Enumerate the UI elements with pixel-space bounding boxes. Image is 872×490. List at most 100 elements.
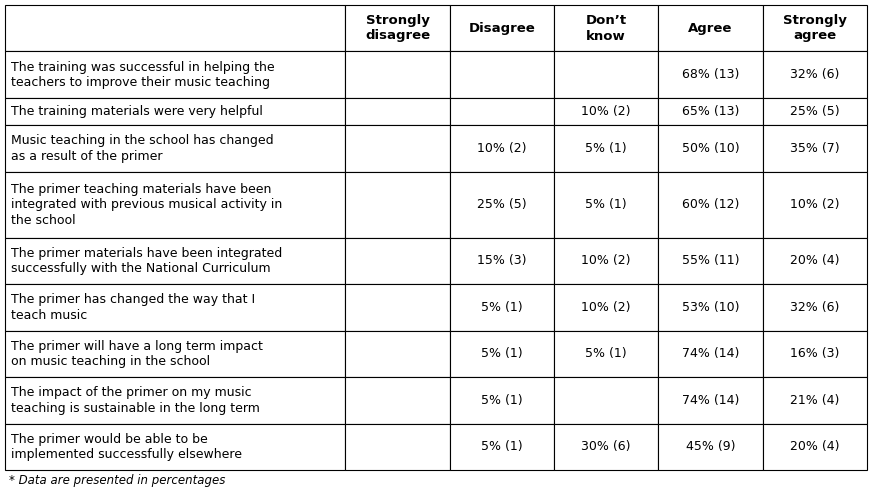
Text: 5% (1): 5% (1) bbox=[585, 198, 627, 211]
Bar bbox=[554, 238, 658, 284]
Bar bbox=[658, 5, 763, 51]
Text: 10% (2): 10% (2) bbox=[582, 105, 631, 118]
Bar bbox=[450, 51, 554, 98]
Bar bbox=[763, 172, 867, 238]
Bar bbox=[763, 238, 867, 284]
Text: Agree: Agree bbox=[688, 22, 732, 35]
Text: 68% (13): 68% (13) bbox=[682, 68, 739, 81]
Bar bbox=[554, 125, 658, 172]
Text: The primer would be able to be
implemented successfully elsewhere: The primer would be able to be implement… bbox=[11, 433, 242, 461]
Text: 50% (10): 50% (10) bbox=[682, 142, 739, 155]
Bar bbox=[554, 172, 658, 238]
Bar bbox=[763, 377, 867, 423]
Text: Music teaching in the school has changed
as a result of the primer: Music teaching in the school has changed… bbox=[11, 134, 274, 163]
Text: 74% (14): 74% (14) bbox=[682, 394, 739, 407]
Bar bbox=[345, 51, 450, 98]
Bar bbox=[554, 423, 658, 470]
Text: The primer has changed the way that I
teach music: The primer has changed the way that I te… bbox=[11, 293, 255, 321]
Text: 32% (6): 32% (6) bbox=[790, 68, 840, 81]
Text: 53% (10): 53% (10) bbox=[682, 301, 739, 314]
Bar bbox=[5, 238, 345, 284]
Text: 60% (12): 60% (12) bbox=[682, 198, 739, 211]
Text: 10% (2): 10% (2) bbox=[477, 142, 527, 155]
Text: 55% (11): 55% (11) bbox=[682, 254, 739, 267]
Text: Strongly
agree: Strongly agree bbox=[783, 14, 847, 43]
Text: 5% (1): 5% (1) bbox=[585, 347, 627, 360]
Text: 5% (1): 5% (1) bbox=[481, 301, 522, 314]
Bar bbox=[658, 238, 763, 284]
Bar bbox=[763, 5, 867, 51]
Text: The training materials were very helpful: The training materials were very helpful bbox=[11, 105, 262, 118]
Bar bbox=[5, 98, 345, 125]
Text: * Data are presented in percentages: * Data are presented in percentages bbox=[9, 474, 225, 487]
Text: Disagree: Disagree bbox=[468, 22, 535, 35]
Text: 5% (1): 5% (1) bbox=[481, 440, 522, 453]
Bar bbox=[450, 125, 554, 172]
Bar bbox=[345, 5, 450, 51]
Bar bbox=[554, 51, 658, 98]
Bar bbox=[658, 423, 763, 470]
Bar bbox=[345, 238, 450, 284]
Text: 20% (4): 20% (4) bbox=[790, 440, 840, 453]
Bar bbox=[450, 330, 554, 377]
Bar bbox=[5, 377, 345, 423]
Bar bbox=[450, 284, 554, 330]
Bar bbox=[450, 5, 554, 51]
Bar bbox=[345, 125, 450, 172]
Text: 35% (7): 35% (7) bbox=[790, 142, 840, 155]
Bar bbox=[5, 172, 345, 238]
Text: The primer materials have been integrated
successfully with the National Curricu: The primer materials have been integrate… bbox=[11, 246, 283, 275]
Bar bbox=[450, 423, 554, 470]
Text: 20% (4): 20% (4) bbox=[790, 254, 840, 267]
Bar bbox=[554, 98, 658, 125]
Bar bbox=[658, 284, 763, 330]
Text: 25% (5): 25% (5) bbox=[477, 198, 527, 211]
Text: 74% (14): 74% (14) bbox=[682, 347, 739, 360]
Text: The training was successful in helping the
teachers to improve their music teach: The training was successful in helping t… bbox=[11, 60, 275, 89]
Text: 10% (2): 10% (2) bbox=[582, 254, 631, 267]
Bar bbox=[345, 172, 450, 238]
Text: The primer teaching materials have been
integrated with previous musical activit: The primer teaching materials have been … bbox=[11, 183, 283, 227]
Bar bbox=[658, 51, 763, 98]
Bar bbox=[5, 284, 345, 330]
Bar bbox=[658, 125, 763, 172]
Text: 21% (4): 21% (4) bbox=[790, 394, 840, 407]
Bar bbox=[345, 284, 450, 330]
Bar bbox=[554, 330, 658, 377]
Text: Strongly
disagree: Strongly disagree bbox=[365, 14, 430, 43]
Text: 10% (2): 10% (2) bbox=[582, 301, 631, 314]
Text: The impact of the primer on my music
teaching is sustainable in the long term: The impact of the primer on my music tea… bbox=[11, 386, 260, 415]
Bar bbox=[345, 377, 450, 423]
Text: 5% (1): 5% (1) bbox=[585, 142, 627, 155]
Text: 30% (6): 30% (6) bbox=[582, 440, 631, 453]
Bar bbox=[763, 125, 867, 172]
Bar bbox=[450, 172, 554, 238]
Bar bbox=[345, 98, 450, 125]
Bar bbox=[450, 238, 554, 284]
Bar bbox=[658, 98, 763, 125]
Text: 5% (1): 5% (1) bbox=[481, 347, 522, 360]
Bar bbox=[5, 51, 345, 98]
Text: 16% (3): 16% (3) bbox=[790, 347, 840, 360]
Text: The primer will have a long term impact
on music teaching in the school: The primer will have a long term impact … bbox=[11, 340, 262, 368]
Bar bbox=[345, 330, 450, 377]
Bar bbox=[763, 51, 867, 98]
Bar bbox=[450, 98, 554, 125]
Bar bbox=[345, 423, 450, 470]
Text: 32% (6): 32% (6) bbox=[790, 301, 840, 314]
Bar bbox=[658, 330, 763, 377]
Bar bbox=[763, 423, 867, 470]
Bar bbox=[554, 377, 658, 423]
Bar bbox=[5, 125, 345, 172]
Bar bbox=[450, 377, 554, 423]
Bar bbox=[554, 5, 658, 51]
Bar bbox=[658, 172, 763, 238]
Text: 5% (1): 5% (1) bbox=[481, 394, 522, 407]
Bar bbox=[763, 330, 867, 377]
Bar bbox=[5, 423, 345, 470]
Text: 45% (9): 45% (9) bbox=[685, 440, 735, 453]
Bar bbox=[554, 284, 658, 330]
Bar bbox=[5, 5, 345, 51]
Bar bbox=[763, 98, 867, 125]
Bar bbox=[763, 284, 867, 330]
